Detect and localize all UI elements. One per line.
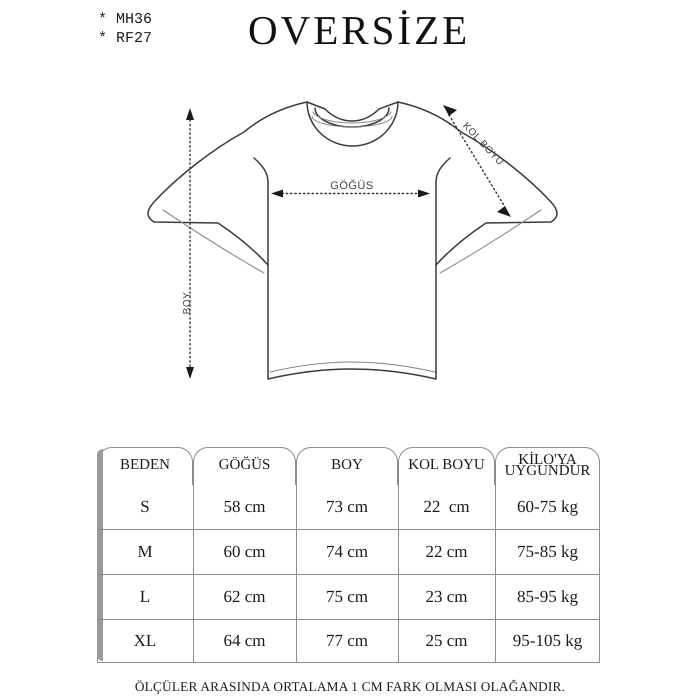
svg-text:GÖĞÜS: GÖĞÜS xyxy=(330,179,373,192)
svg-text:BOY: BOY xyxy=(182,292,193,315)
